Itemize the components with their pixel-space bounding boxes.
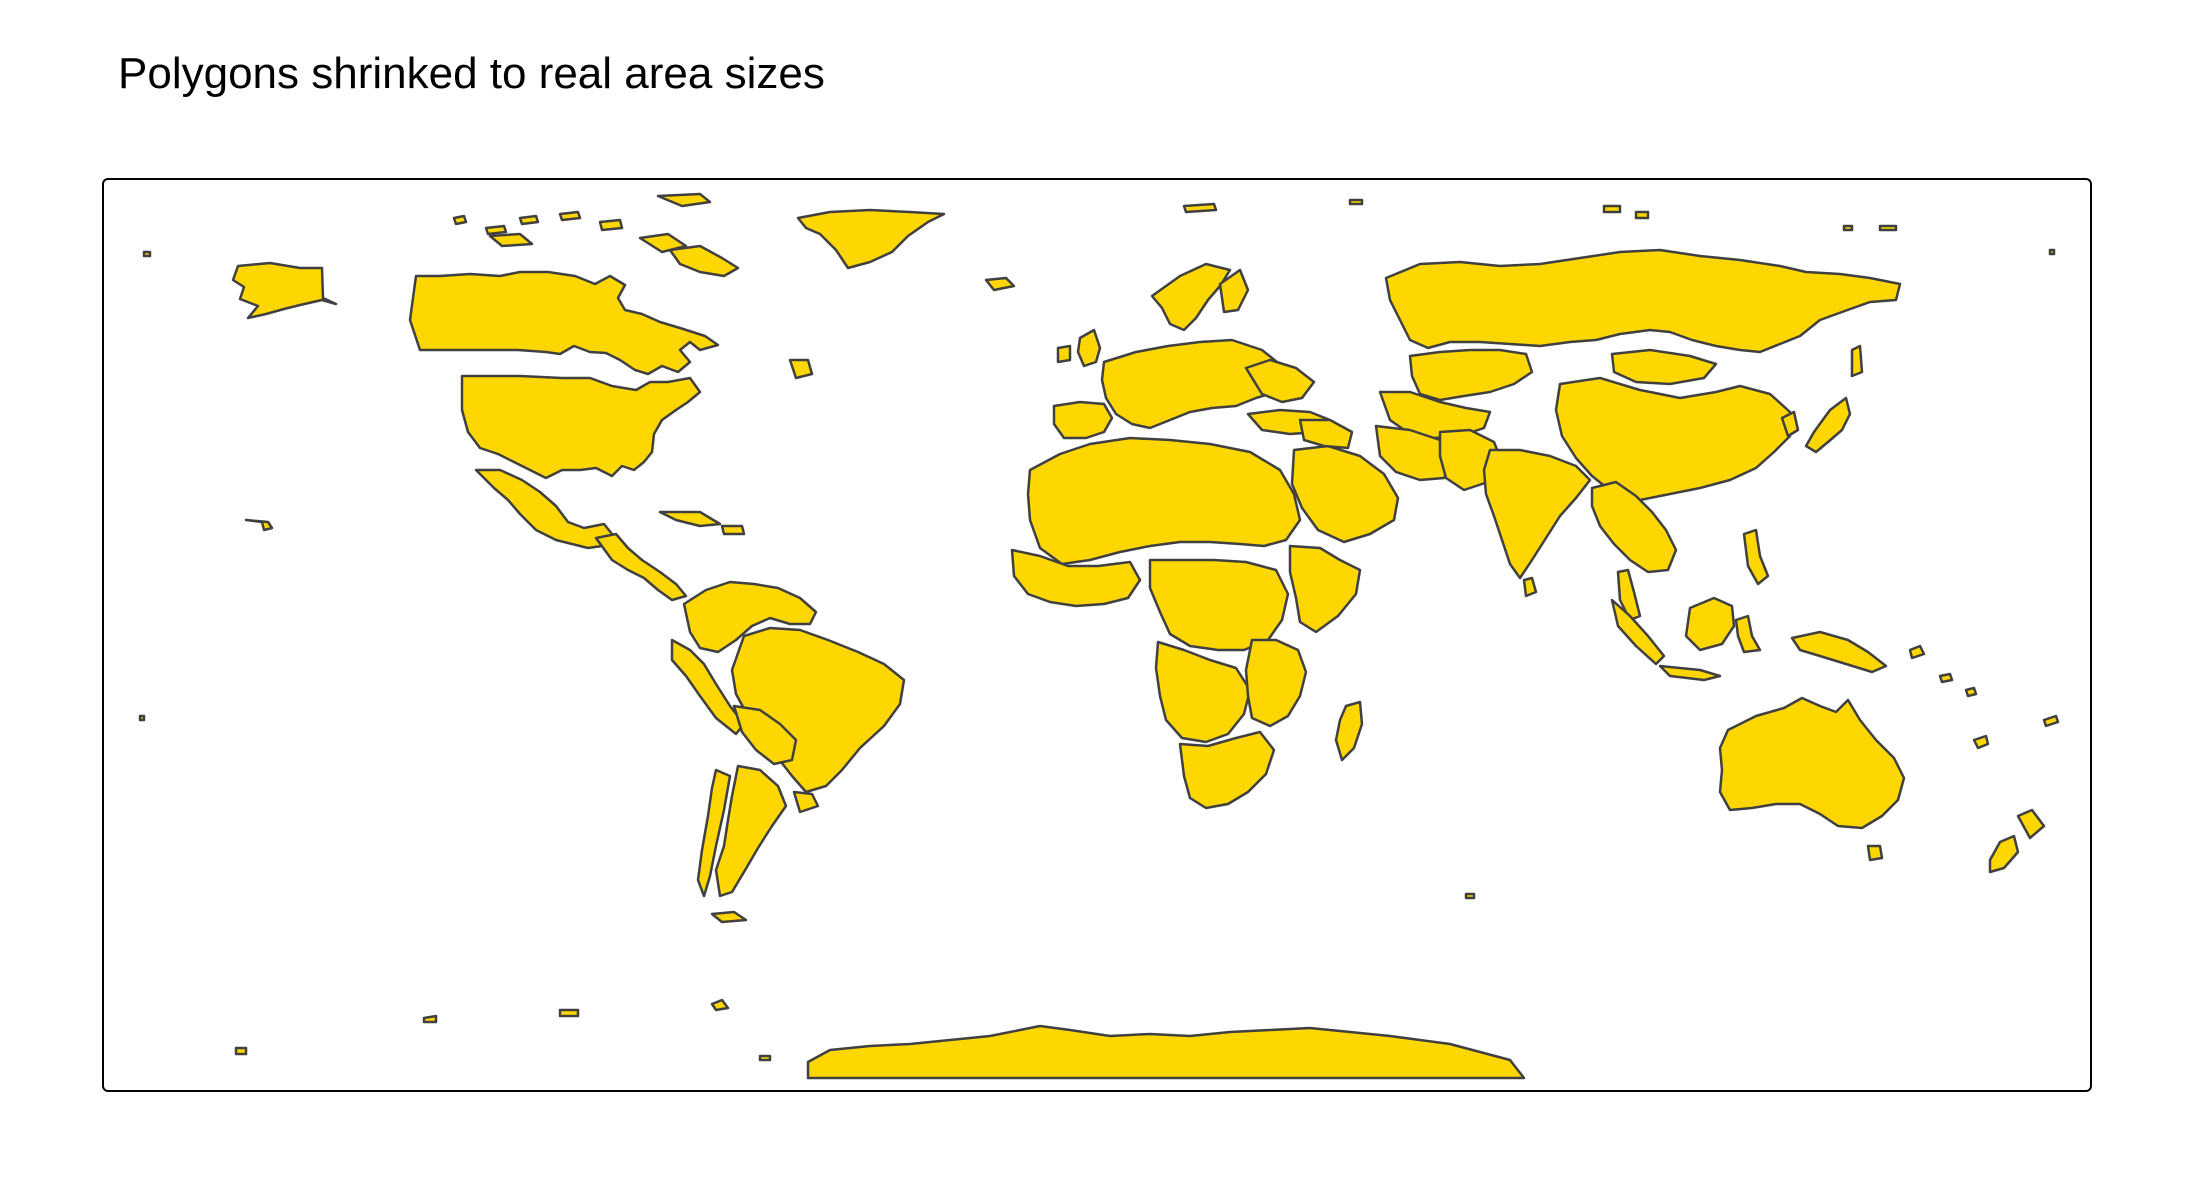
polygon-china (1554, 376, 1792, 502)
polygon-north-africa (1026, 436, 1302, 566)
polygon-islet-17 (710, 998, 730, 1012)
polygon-islet-4 (558, 210, 582, 222)
polygon-western-europe (1100, 338, 1298, 430)
polygon-usa (460, 374, 702, 480)
polygon-islet-6 (1182, 202, 1218, 214)
polygon-islet-3 (518, 214, 540, 226)
polygon-islet-16 (558, 1008, 580, 1018)
polygon-antarctica (806, 1024, 1526, 1080)
polygon-colombia-venezuela (682, 580, 818, 654)
polygon-islet-18 (758, 1054, 772, 1062)
polygon-arctic-island-2 (656, 192, 712, 208)
polygon-horn-of-africa (1288, 544, 1362, 634)
polygon-hispaniola (720, 524, 746, 536)
polygon-saudi-arabia (1290, 444, 1400, 544)
polygon-congo-angola (1154, 640, 1252, 744)
polygon-arctic-island-3 (488, 232, 534, 248)
polygon-canada (408, 270, 720, 376)
polygon-islet-24 (2042, 714, 2060, 728)
polygon-islet-9 (1634, 210, 1650, 220)
polygon-central-africa (1148, 558, 1290, 652)
polygon-islet-15 (422, 1014, 438, 1024)
polygon-arctic-island-1 (638, 232, 688, 254)
polygon-islet-1 (452, 214, 468, 226)
polygon-madagascar (1334, 700, 1364, 762)
polygon-falklands (710, 910, 748, 924)
polygon-greenland (796, 208, 946, 270)
polygon-west-africa (1010, 548, 1142, 608)
polygon-india (1482, 448, 1592, 580)
polygon-islet-12 (142, 250, 152, 258)
polygon-baffin (668, 244, 740, 278)
polygon-mongolia (1610, 348, 1718, 386)
polygon-islet-11 (1878, 224, 1898, 232)
polygon-eastern-europe (1244, 358, 1316, 404)
polygon-islet-23 (1972, 734, 1990, 750)
polygon-ecuador-peru (670, 638, 746, 736)
polygon-philippines (1742, 528, 1770, 586)
polygon-borneo (1684, 596, 1736, 652)
polygon-kazakhstan (1408, 348, 1534, 402)
polygon-sakhalin (1850, 344, 1864, 378)
polygon-islet-21 (1938, 672, 1954, 684)
polygon-alaska (231, 261, 338, 320)
polygon-east-africa (1244, 638, 1308, 728)
polygon-scandinavia (1150, 262, 1232, 332)
polygon-islet-22 (1964, 686, 1978, 698)
polygon-sri-lanka (1522, 576, 1538, 598)
polygon-iran (1374, 424, 1458, 482)
polygon-new-zealand-north (2016, 808, 2046, 840)
polygon-islet-7 (1348, 198, 1364, 206)
polygon-malay-peninsula (1616, 568, 1642, 622)
map-title: Polygons shrinked to real area sizes (118, 49, 825, 98)
polygon-sulawesi (1734, 614, 1762, 654)
polygon-iceland (984, 276, 1016, 292)
polygon-islet-10 (1842, 224, 1854, 232)
polygon-indochina (1590, 480, 1678, 574)
polygon-islet-14 (234, 1046, 248, 1056)
polygon-finland (1218, 268, 1250, 314)
polygon-islet-5 (598, 218, 624, 232)
polygon-cuba (658, 510, 722, 528)
polygon-islet-2 (484, 224, 508, 236)
polygon-islet-19 (1464, 892, 1476, 900)
polygon-islet-26 (138, 714, 146, 722)
polygon-ireland (1056, 344, 1072, 364)
polygon-southern-africa (1178, 730, 1276, 810)
polygon-korea (1780, 410, 1800, 438)
polygon-uruguay (792, 790, 820, 814)
polygon-islet-25 (2048, 248, 2056, 256)
polygon-bolivia-paraguay (732, 704, 798, 766)
polygon-new-zealand-south (1988, 834, 2020, 874)
polygon-java (1658, 664, 1722, 682)
polygon-chile (696, 768, 732, 898)
polygon-argentina (714, 764, 788, 898)
polygon-newfoundland (788, 358, 814, 380)
polygon-mexico (474, 468, 614, 550)
polygon-iberia (1052, 400, 1114, 440)
polygon-uk (1076, 328, 1102, 368)
land-polygons (138, 192, 2060, 1080)
polygon-australia (1718, 696, 1906, 830)
polygon-tasmania (1866, 844, 1884, 862)
polygon-new-guinea (1790, 630, 1888, 674)
polygon-sumatra (1610, 598, 1666, 666)
polygon-central-america (594, 532, 688, 602)
polygon-russia (1384, 248, 1902, 354)
polygon-islet-20 (1908, 644, 1926, 660)
polygon-japan (1804, 396, 1852, 454)
polygon-islet-13 (244, 518, 274, 532)
polygon-iraq-syria (1298, 418, 1354, 450)
polygon-islet-8 (1602, 204, 1622, 214)
